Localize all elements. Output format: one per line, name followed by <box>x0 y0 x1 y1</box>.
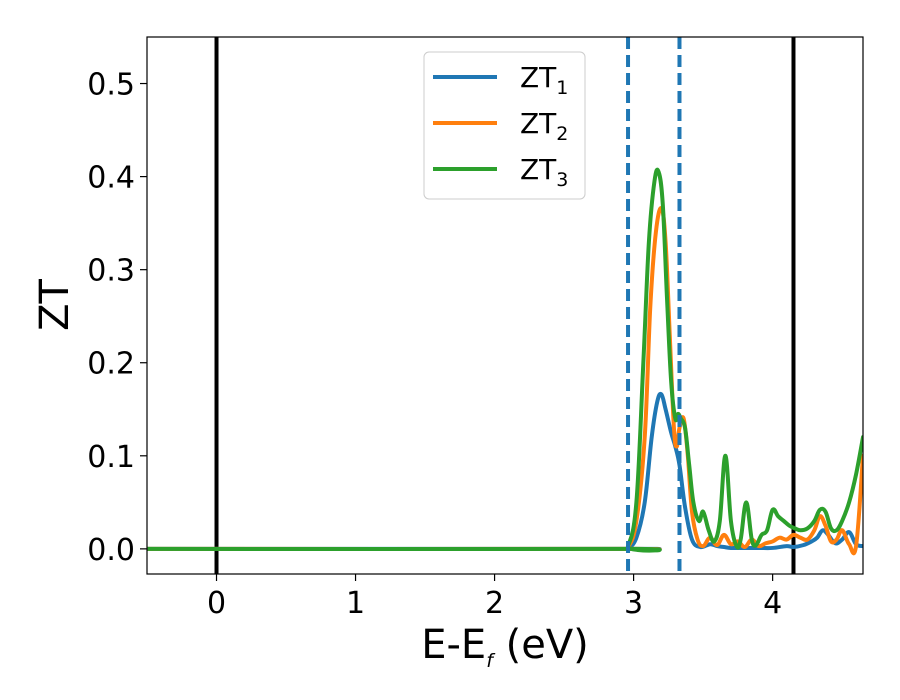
y-tick-label: 0.2 <box>87 347 135 382</box>
reference-lines <box>214 37 796 574</box>
legend-box <box>423 51 586 200</box>
series-line-zt3 <box>147 167 863 553</box>
series-line-zt2 <box>147 206 863 556</box>
x-axis-ticks: 0 1 2 3 4 <box>207 574 782 621</box>
y-axis-title: ZT <box>32 279 78 331</box>
plot-area <box>147 37 863 574</box>
series-line-zt1 <box>147 391 863 552</box>
x-tick-label: 2 <box>485 586 504 621</box>
series-layer <box>147 37 863 574</box>
x-tick-label: 0 <box>207 586 226 621</box>
legend-label-zt2: ZT2 <box>520 107 568 145</box>
y-tick-label: 0.4 <box>87 161 135 196</box>
plot-frame <box>146 36 864 575</box>
x-tick-label: 1 <box>346 586 365 621</box>
x-tick-label: 4 <box>763 586 782 621</box>
legend-label-zt3: ZT3 <box>520 153 568 191</box>
y-tick-label: 0.5 <box>87 68 135 103</box>
y-tick-label: 0.0 <box>87 533 135 568</box>
y-axis-ticks: 0.0 0.1 0.2 0.3 0.4 0.5 <box>87 68 147 568</box>
legend: ZT1 ZT2 ZT3 <box>423 51 586 200</box>
y-tick-label: 0.3 <box>87 254 135 289</box>
y-tick-label: 0.1 <box>87 440 135 475</box>
x-tick-label: 3 <box>624 586 643 621</box>
x-axis-title: E-Ef (eV) <box>421 622 589 672</box>
legend-label-zt1: ZT1 <box>520 61 568 99</box>
